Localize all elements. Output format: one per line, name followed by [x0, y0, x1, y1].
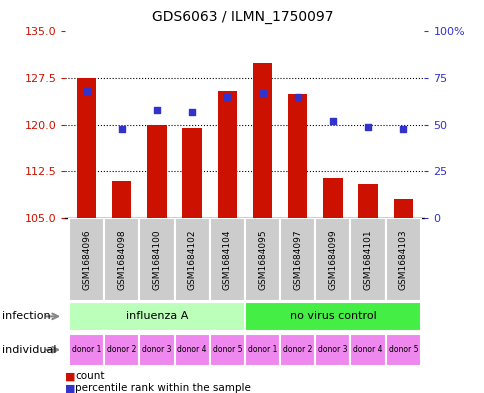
Bar — [358, 184, 377, 218]
Text: individual: individual — [2, 345, 57, 355]
Bar — [350, 218, 385, 301]
Text: donor 1: donor 1 — [72, 345, 101, 354]
Bar — [350, 334, 385, 365]
Bar — [104, 218, 139, 301]
Bar — [147, 125, 166, 218]
Bar — [182, 128, 201, 218]
Text: donor 5: donor 5 — [388, 345, 417, 354]
Text: count: count — [75, 371, 105, 382]
Bar — [174, 218, 209, 301]
Text: GSM1684095: GSM1684095 — [257, 229, 267, 290]
Point — [118, 125, 125, 132]
Point — [258, 90, 266, 96]
Bar — [244, 334, 280, 365]
Text: donor 1: donor 1 — [247, 345, 277, 354]
Bar — [322, 178, 342, 218]
Text: GSM1684103: GSM1684103 — [398, 229, 407, 290]
Bar — [69, 218, 104, 301]
Bar — [244, 302, 420, 331]
Text: GSM1684099: GSM1684099 — [328, 229, 337, 290]
Text: ■: ■ — [65, 371, 76, 382]
Point — [398, 125, 406, 132]
Bar — [252, 62, 272, 218]
Text: GDS6063 / ILMN_1750097: GDS6063 / ILMN_1750097 — [151, 10, 333, 24]
Point — [328, 118, 336, 124]
Text: donor 4: donor 4 — [353, 345, 382, 354]
Point — [223, 94, 231, 100]
Bar — [69, 334, 104, 365]
Point — [153, 107, 161, 113]
Bar — [209, 218, 244, 301]
Bar — [393, 199, 412, 218]
Bar — [209, 334, 244, 365]
Point — [293, 94, 301, 100]
Point — [83, 88, 91, 94]
Text: GSM1684104: GSM1684104 — [222, 229, 231, 290]
Text: donor 3: donor 3 — [318, 345, 347, 354]
Bar — [280, 334, 315, 365]
Text: GSM1684096: GSM1684096 — [82, 229, 91, 290]
Text: no virus control: no virus control — [289, 311, 376, 321]
Text: donor 2: donor 2 — [107, 345, 136, 354]
Text: infection: infection — [2, 311, 51, 321]
Bar — [385, 334, 420, 365]
Bar — [217, 90, 237, 218]
Bar — [69, 302, 244, 331]
Bar — [112, 181, 131, 218]
Bar — [280, 218, 315, 301]
Text: donor 5: donor 5 — [212, 345, 242, 354]
Text: donor 4: donor 4 — [177, 345, 207, 354]
Bar — [77, 78, 96, 218]
Point — [188, 108, 196, 115]
Text: donor 2: donor 2 — [283, 345, 312, 354]
Bar — [244, 218, 280, 301]
Text: GSM1684102: GSM1684102 — [187, 229, 196, 290]
Bar — [104, 334, 139, 365]
Text: donor 3: donor 3 — [142, 345, 171, 354]
Bar — [139, 218, 174, 301]
Bar — [139, 334, 174, 365]
Text: ■: ■ — [65, 383, 76, 393]
Point — [363, 123, 371, 130]
Text: GSM1684101: GSM1684101 — [363, 229, 372, 290]
Text: influenza A: influenza A — [125, 311, 188, 321]
Text: GSM1684100: GSM1684100 — [152, 229, 161, 290]
Text: percentile rank within the sample: percentile rank within the sample — [75, 383, 251, 393]
Bar — [315, 218, 350, 301]
Bar — [287, 94, 307, 218]
Bar — [174, 334, 209, 365]
Text: GSM1684097: GSM1684097 — [293, 229, 302, 290]
Text: GSM1684098: GSM1684098 — [117, 229, 126, 290]
Bar — [385, 218, 420, 301]
Bar — [315, 334, 350, 365]
